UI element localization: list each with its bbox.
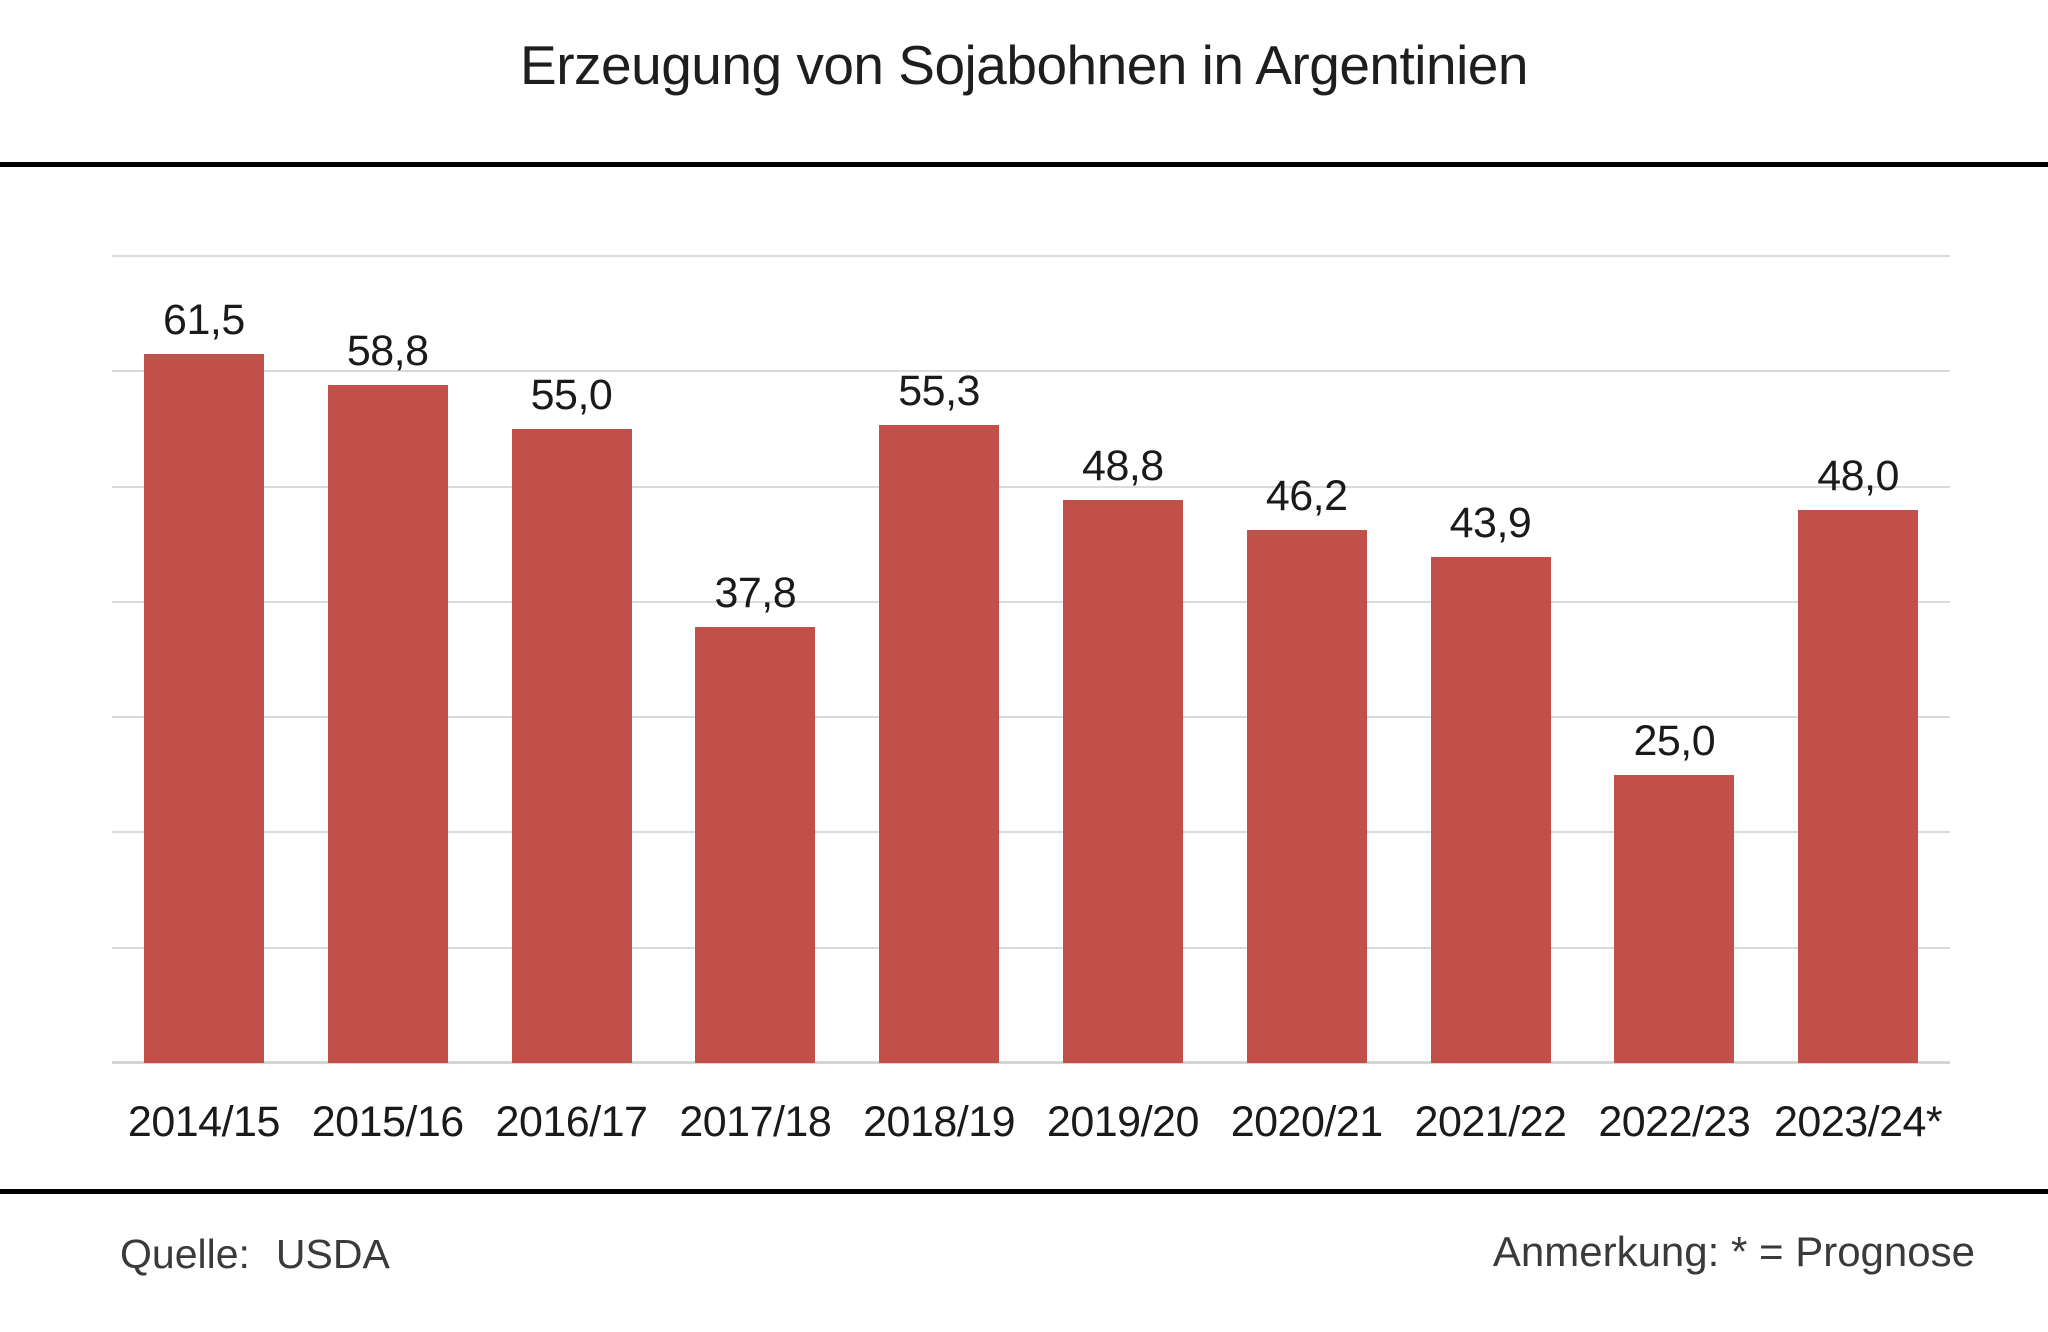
x-axis-label: 2014/15 (127, 1098, 280, 1146)
gridline (112, 946, 1950, 949)
gridline (112, 831, 1950, 834)
bar (1062, 500, 1183, 1063)
x-axis-label: 2021/22 (1414, 1098, 1567, 1146)
source-text: Quelle: USDA (120, 1230, 390, 1278)
gridline (112, 716, 1950, 719)
bar (1798, 509, 1919, 1063)
top-divider-rule (0, 162, 2048, 167)
x-axis-label: 2020/21 (1230, 1098, 1383, 1146)
x-axis-label: 2022/23 (1598, 1098, 1751, 1146)
bar (1430, 556, 1551, 1063)
bar (695, 627, 816, 1063)
bottom-divider-rule (0, 1189, 2048, 1194)
gridline (112, 370, 1950, 373)
plot-area: 61,5 58,8 55,0 37,8 55,3 48,8 46,2 43,9 25,0 48,0 (112, 255, 1950, 1064)
bar-value-label: 55,0 (530, 370, 613, 419)
bar (143, 354, 264, 1063)
gridline (112, 485, 1950, 488)
bar-value-label: 37,8 (714, 569, 797, 618)
gridline (112, 600, 1950, 603)
bar (1246, 530, 1367, 1063)
x-axis-baseline (112, 1061, 1950, 1064)
bar (327, 385, 448, 1063)
page-title: Erzeugung von Sojabohnen in Argentinien (520, 34, 1528, 96)
bar (879, 425, 1000, 1063)
bar-value-label: 46,2 (1265, 472, 1348, 521)
bar-value-label: 43,9 (1449, 498, 1532, 547)
x-axis-label: 2017/18 (679, 1098, 832, 1146)
source-value: USDA (275, 1231, 390, 1277)
bar (1614, 774, 1735, 1063)
bar-value-label: 55,3 (898, 367, 980, 416)
x-axis-label: 2015/16 (311, 1098, 464, 1146)
x-axis-label: 2019/20 (1046, 1098, 1199, 1146)
bar-value-label: 48,0 (1817, 451, 1899, 500)
x-axis-label: 2023/24* (1774, 1098, 1943, 1146)
x-axis-label: 2018/19 (863, 1098, 1016, 1146)
gridline (112, 255, 1950, 257)
source-label: Quelle: (120, 1231, 250, 1277)
bar (511, 428, 632, 1063)
x-axis-label: 2016/17 (495, 1098, 648, 1146)
bar-value-label: 58,8 (346, 327, 429, 376)
note-text: Anmerkung: * = Prognose (1492, 1228, 1975, 1275)
bar-value-label: 61,5 (163, 296, 245, 344)
bar-value-label: 48,8 (1082, 442, 1164, 491)
bar-value-label: 25,0 (1633, 716, 1716, 765)
